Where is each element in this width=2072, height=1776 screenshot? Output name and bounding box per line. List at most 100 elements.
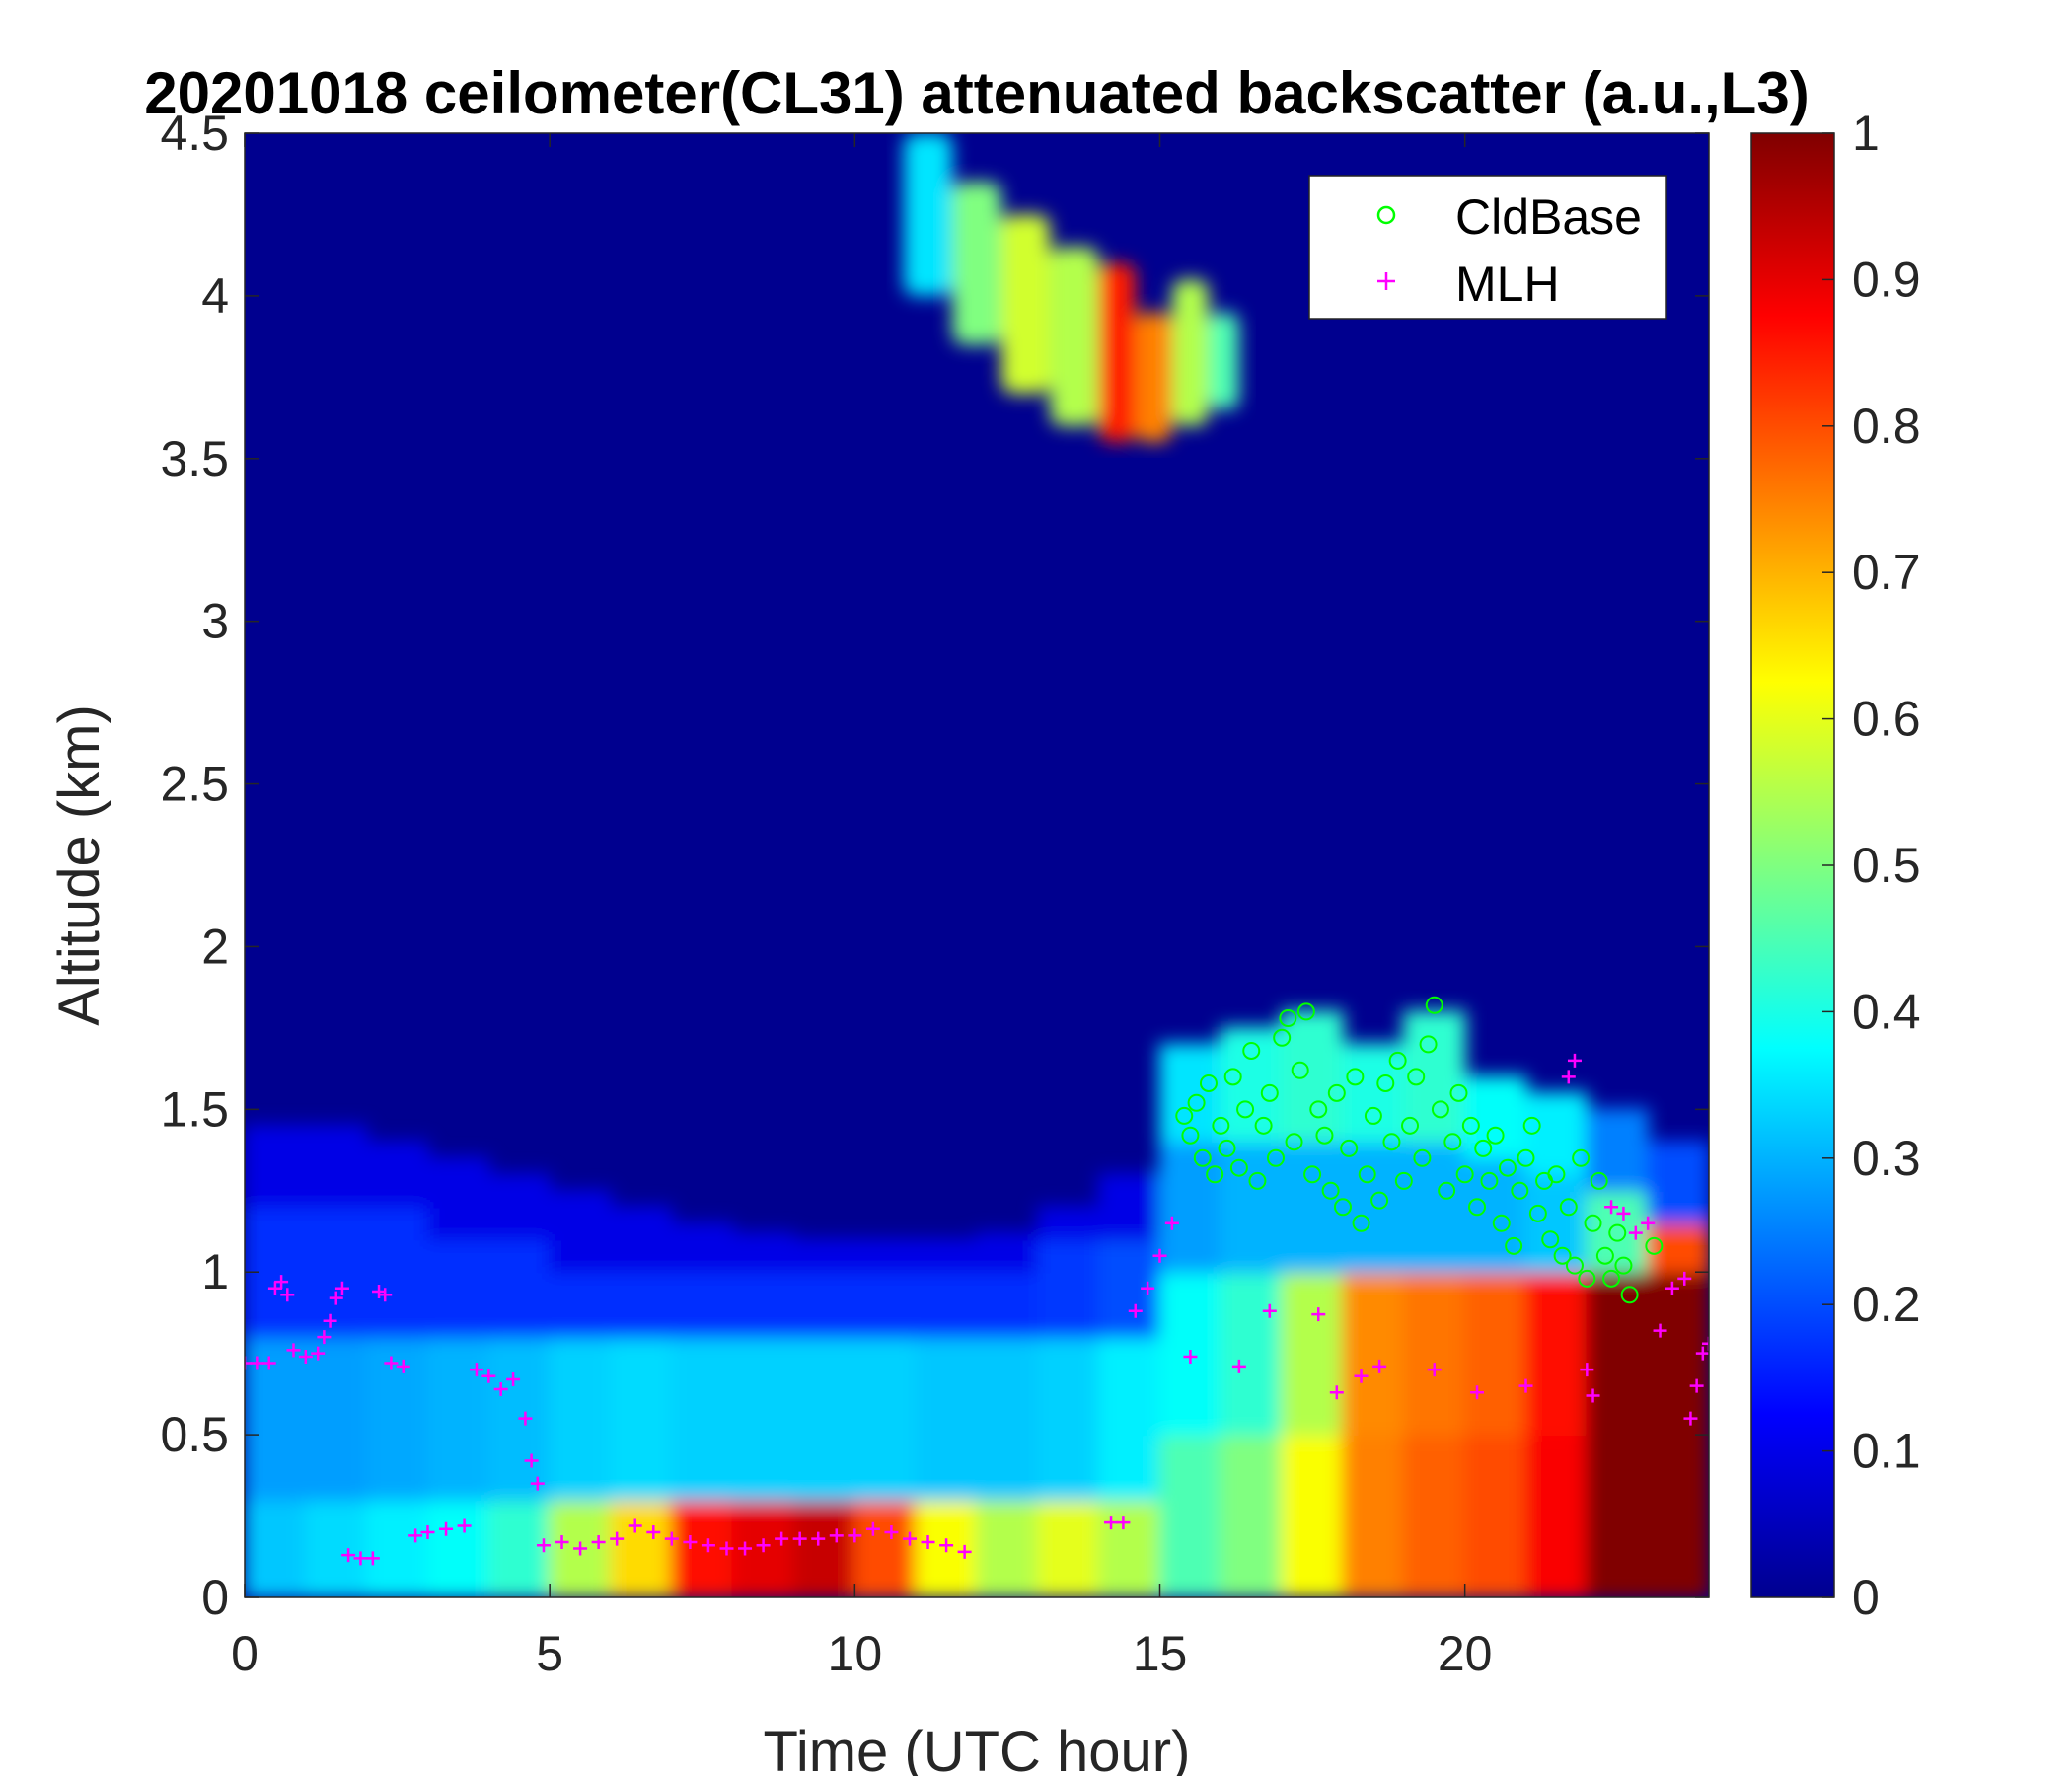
legend-cldbase-marker xyxy=(1376,205,1396,225)
elevated-layer-cell xyxy=(1000,214,1051,394)
heatmap-cell xyxy=(1647,1141,1709,1224)
mlh-point xyxy=(372,1285,387,1299)
cldbase-point xyxy=(1327,1083,1346,1102)
cldbase-point xyxy=(1498,1158,1517,1177)
heatmap-cell xyxy=(1036,1336,1100,1502)
cldbase-point xyxy=(1407,1068,1426,1086)
cldbase-point xyxy=(1394,1171,1413,1190)
mlh-point xyxy=(1128,1303,1143,1318)
mlh-point xyxy=(1683,1411,1698,1426)
mlh-point xyxy=(353,1551,368,1566)
cldbase-point xyxy=(1578,1269,1596,1288)
cldbase-point xyxy=(1620,1286,1639,1304)
mlh-point xyxy=(245,1356,252,1370)
mlh-point xyxy=(384,1356,399,1370)
mlh-series xyxy=(245,1053,1709,1566)
mlh-point xyxy=(1702,1336,1709,1351)
heatmap-cell xyxy=(670,1336,734,1502)
mlh-point xyxy=(261,1356,276,1370)
elevated-layer-cell xyxy=(1050,247,1099,426)
mlh-point xyxy=(365,1551,380,1566)
mlh-point xyxy=(829,1528,844,1543)
cldbase-point xyxy=(1474,1139,1493,1157)
x-tick-label: 10 xyxy=(828,1626,883,1681)
heatmap-cell xyxy=(1281,1141,1344,1274)
legend-cldbase-label: CldBase xyxy=(1455,189,1642,245)
heatmap-cell xyxy=(1402,1271,1466,1437)
mlh-point xyxy=(1231,1359,1246,1373)
heatmap-cell xyxy=(792,1336,856,1502)
cldbase-point xyxy=(1346,1068,1365,1086)
mlh-point xyxy=(1689,1378,1704,1393)
mlh-point xyxy=(250,1356,264,1370)
cldbase-point xyxy=(1559,1198,1578,1217)
cldbase-point xyxy=(1242,1041,1261,1060)
mlh-point xyxy=(334,1281,349,1295)
heatmap-cell xyxy=(549,1189,612,1274)
cldbase-point xyxy=(1260,1083,1279,1102)
heatmap-cell xyxy=(1402,1010,1466,1144)
cldbase-point xyxy=(1218,1139,1236,1157)
mlh-point xyxy=(408,1528,423,1543)
heatmap-cell xyxy=(1036,1499,1100,1597)
heatmap-cell xyxy=(731,1336,795,1502)
cldbase-point xyxy=(1565,1256,1584,1275)
mlh-point xyxy=(1183,1349,1198,1364)
cldbase-point xyxy=(1480,1171,1499,1190)
mlh-point xyxy=(902,1531,917,1546)
elevated-aerosol-layer xyxy=(903,133,1239,443)
heatmap-cell xyxy=(1158,1141,1222,1274)
heatmap-cell xyxy=(1342,1043,1405,1144)
heatmap-cell xyxy=(853,1336,918,1502)
mlh-point xyxy=(591,1534,606,1549)
cldbase-point xyxy=(1352,1214,1370,1232)
mlh-point xyxy=(738,1541,753,1556)
cldbase-point xyxy=(1455,1165,1474,1184)
heatmap-cell xyxy=(1036,1206,1100,1241)
cldbase-point xyxy=(1388,1051,1407,1070)
y-tick-label: 1 xyxy=(201,1244,229,1299)
mlh-point xyxy=(1567,1053,1582,1068)
mlh-point xyxy=(267,1281,282,1295)
cldbase-point xyxy=(1584,1214,1602,1232)
heatmap-cell xyxy=(1524,1173,1589,1274)
mlh-point xyxy=(323,1313,337,1328)
mlh-point xyxy=(1653,1323,1667,1338)
heatmap-cell xyxy=(610,1271,673,1339)
mlh-point xyxy=(1372,1359,1387,1373)
colorbar-tick-label: 0.8 xyxy=(1852,399,1921,454)
cldbase-point xyxy=(1334,1198,1352,1217)
cldbase-point xyxy=(1602,1269,1621,1288)
heatmap-cell xyxy=(1524,1434,1589,1597)
cldbase-point xyxy=(1553,1246,1572,1265)
mlh-point xyxy=(530,1476,545,1491)
mlh-point xyxy=(1580,1363,1594,1377)
mlh-point xyxy=(329,1291,343,1305)
mlh-point xyxy=(1141,1281,1155,1295)
cldbase-point xyxy=(1321,1181,1340,1200)
mlh-point xyxy=(420,1525,435,1540)
cldbase-point xyxy=(1273,1028,1292,1047)
heatmap-cell xyxy=(1586,1271,1650,1437)
cldbase-point xyxy=(1438,1181,1456,1200)
cldbase-point xyxy=(1266,1148,1285,1167)
heatmap-cell xyxy=(245,1124,307,1209)
cldbase-point xyxy=(1608,1223,1627,1242)
y-tick-label: 3 xyxy=(201,594,229,649)
heatmap-cell xyxy=(1342,1271,1405,1437)
heatmap-cell xyxy=(304,1499,368,1597)
heatmap-cell xyxy=(1281,1010,1344,1144)
heatmap-cell xyxy=(1281,1271,1344,1437)
heatmap-cell xyxy=(610,1336,673,1502)
y-tick-label: 0.5 xyxy=(160,1407,229,1462)
mlh-point xyxy=(1262,1303,1277,1318)
mlh-point xyxy=(469,1363,483,1377)
y-tick-label: 0 xyxy=(201,1570,229,1625)
heatmap-cell xyxy=(365,1206,429,1339)
cldbase-point xyxy=(1181,1126,1200,1145)
plot-frame xyxy=(244,132,1710,1598)
mlh-point xyxy=(1561,1070,1576,1084)
cldbase-point xyxy=(1468,1198,1487,1217)
cldbase-point xyxy=(1236,1100,1255,1119)
mlh-point xyxy=(1677,1271,1692,1286)
